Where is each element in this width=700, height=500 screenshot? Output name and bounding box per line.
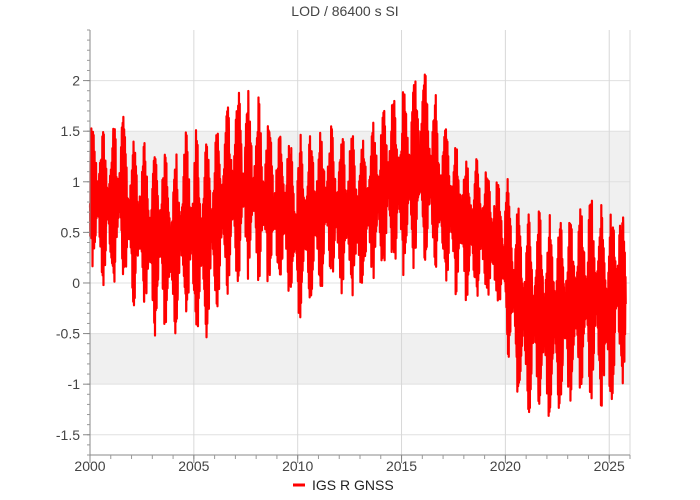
x-tick-label: 2005: [178, 458, 209, 474]
x-tick-label: 2025: [594, 458, 625, 474]
y-tick-label: 0: [72, 275, 80, 291]
x-tick-label: 2010: [282, 458, 313, 474]
series-layer: [88, 73, 627, 417]
x-tick-label: 2000: [74, 458, 105, 474]
chart-title: LOD / 86400 s SI: [291, 3, 398, 19]
y-tick-label: 2: [72, 73, 80, 89]
legend-label: IGS R GNSS: [312, 477, 394, 493]
y-axis-ticks: -1.5 -1 -0.5 0 0.5 1 1.5 2: [56, 73, 90, 443]
y-tick-label: 1.5: [61, 123, 81, 139]
x-axis-ticks: 2000 2005 2010 2015 2020 2025: [74, 455, 625, 474]
x-tick-label: 2020: [490, 458, 521, 474]
axes: [87, 29, 631, 459]
x-tick-label: 2015: [386, 458, 417, 474]
y-tick-label: -0.5: [56, 326, 80, 342]
y-tick-label: -1.5: [56, 427, 80, 443]
series-line-igs-r-gnss[interactable]: [88, 73, 627, 417]
y-tick-label: 0.5: [61, 224, 81, 240]
y-tick-label: 1: [72, 174, 80, 190]
legend[interactable]: IGS R GNSS: [293, 477, 394, 493]
y-tick-label: -1: [68, 376, 81, 392]
